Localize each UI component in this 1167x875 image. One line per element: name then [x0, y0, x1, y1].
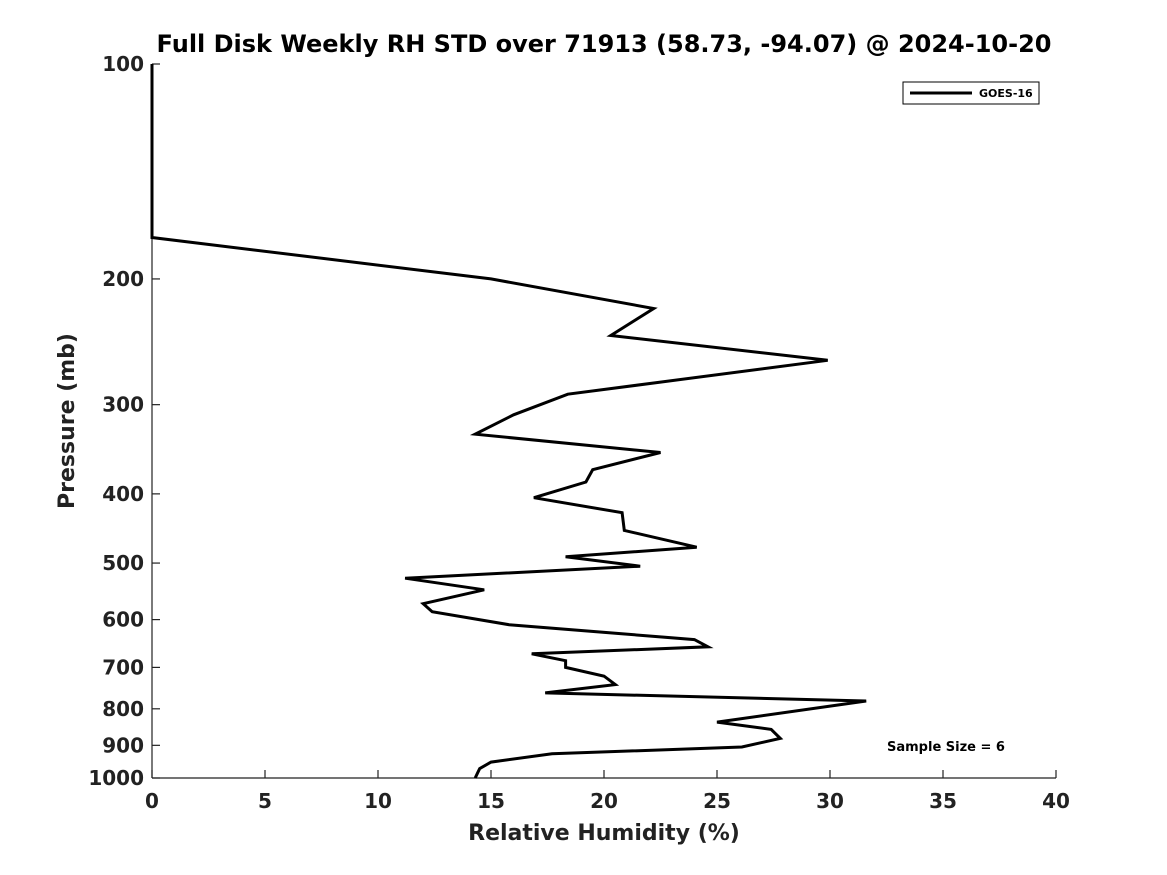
y-tick-label: 100 [102, 52, 144, 76]
y-tick-label: 200 [102, 267, 144, 291]
y-axis-label: Pressure (mb) [55, 333, 80, 509]
x-tick-label: 15 [477, 789, 505, 813]
y-axis-ticks: 100 200 300 400 500 600 700 800 900 1000 [88, 52, 160, 790]
y-tick-label: 400 [102, 482, 144, 506]
x-axis-ticks: 0 5 10 15 20 25 30 35 40 [145, 770, 1070, 813]
y-tick-label: 500 [102, 551, 144, 575]
x-tick-label: 40 [1042, 789, 1070, 813]
legend: GOES-16 [902, 81, 1040, 105]
y-tick-label: 300 [102, 393, 144, 417]
y-tick-label: 1000 [88, 766, 144, 790]
y-tick-label: 700 [102, 655, 144, 679]
x-tick-label: 10 [364, 789, 392, 813]
x-tick-label: 25 [703, 789, 731, 813]
x-tick-label: 20 [590, 789, 618, 813]
axes [151, 64, 1056, 779]
legend-label-goes-16: GOES-16 [979, 87, 1033, 100]
y-tick-label: 800 [102, 697, 144, 721]
x-tick-label: 35 [929, 789, 957, 813]
x-tick-label: 0 [145, 789, 159, 813]
chart-title: Full Disk Weekly RH STD over 71913 (58.7… [157, 30, 1052, 58]
x-tick-label: 30 [816, 789, 844, 813]
y-tick-label: 600 [102, 608, 144, 632]
series-layer [150, 64, 867, 779]
series-line-goes-16 [150, 64, 867, 779]
sample-size-annotation: Sample Size = 6 [887, 740, 1005, 755]
x-tick-label: 5 [258, 789, 272, 813]
x-axis-label: Relative Humidity (%) [468, 821, 740, 846]
y-tick-label: 900 [102, 733, 144, 757]
